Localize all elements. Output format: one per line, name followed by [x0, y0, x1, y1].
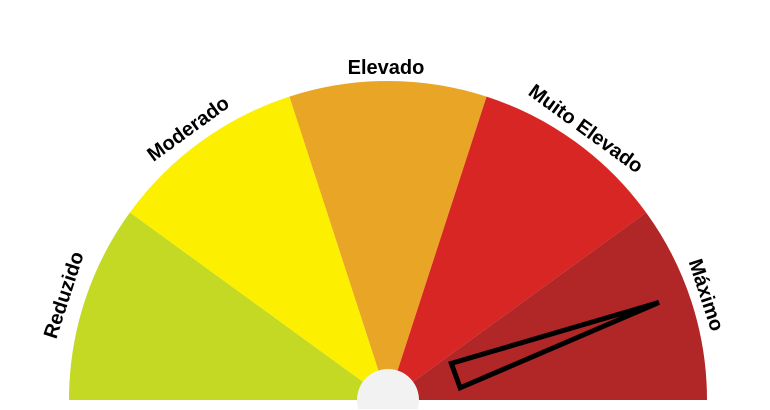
- gauge-hub: [357, 368, 420, 409]
- gauge-segment-máximo: [388, 212, 707, 400]
- label-elevado: Elevado: [348, 57, 425, 79]
- gauge-needle: [448, 300, 660, 392]
- gauge-segment-elevado: [289, 80, 487, 400]
- gauge-segment-muito-elevado: [388, 96, 647, 400]
- gauge-segment-moderado: [129, 96, 388, 400]
- gauge-segment-reduzido: [69, 212, 388, 400]
